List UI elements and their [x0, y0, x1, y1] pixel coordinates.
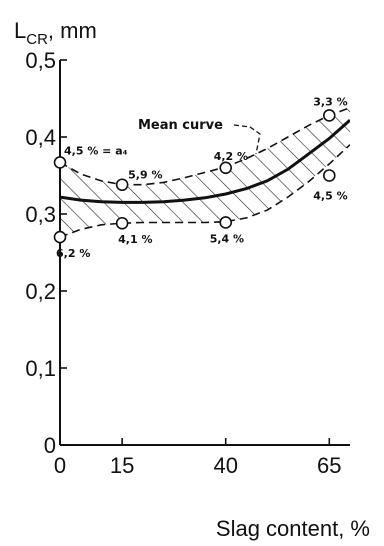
- data-point: [322, 109, 336, 122]
- x-tick-label: 15: [110, 453, 134, 478]
- y-tick-label: 0: [44, 433, 56, 458]
- data-point: [115, 178, 129, 192]
- data-point-label: 4,5 %: [313, 190, 347, 203]
- x-tick-label: 0: [54, 453, 66, 478]
- data-point: [322, 169, 336, 182]
- data-point: [219, 216, 233, 229]
- x-tick-label: 65: [317, 453, 341, 478]
- data-point: [219, 161, 233, 175]
- data-point-label: 5,4 %: [210, 232, 244, 245]
- data-point-label: 3,3 %: [313, 95, 347, 108]
- ticks: 0 0,1 0,2 0,3 0,4 0,5 0 15 40 65: [25, 48, 341, 478]
- y-tick-label: 0,1: [25, 356, 56, 381]
- mean-curve-leader: [233, 124, 261, 155]
- data-point-label: 4,5 % = a₄: [64, 144, 128, 157]
- data-points: [53, 109, 336, 244]
- y-axis-title: LCR, mm: [14, 18, 97, 48]
- data-point-label: 6,2 %: [56, 247, 90, 260]
- data-point: [115, 216, 129, 230]
- lower-bound-line: [60, 144, 350, 238]
- y-tick-label: 0,4: [25, 125, 56, 150]
- mean-curve-line: [60, 118, 350, 204]
- data-point-label: 5,9 %: [128, 169, 162, 182]
- y-tick-label: 0,2: [25, 279, 56, 304]
- y-tick-label: 0,3: [25, 202, 56, 227]
- y-tick-label: 0,5: [25, 48, 56, 73]
- data-labels: 4,5 % = a₄5,9 % 4,2 % 3,3 % 6,2 % 4,1 % 5,4 %…: [56, 95, 348, 260]
- data-point-label: 4,1 %: [118, 233, 152, 246]
- mean-curve-label: Mean curve: [138, 118, 223, 133]
- data-point: [53, 156, 67, 169]
- data-point-label: 4,2 %: [214, 150, 248, 163]
- x-axis-title: Slag content, %: [216, 516, 370, 541]
- x-tick-label: 40: [213, 453, 237, 478]
- data-point: [53, 230, 67, 244]
- upper-bound-line: [60, 106, 350, 186]
- curves: [60, 106, 350, 238]
